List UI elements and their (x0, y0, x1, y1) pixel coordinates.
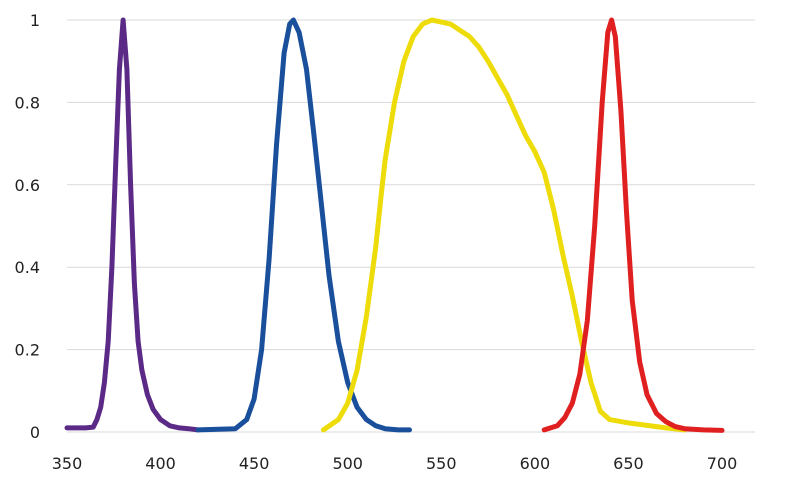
x-tick-label: 550 (426, 454, 457, 473)
y-tick-label: 0.2 (15, 341, 40, 360)
y-tick-label: 0 (30, 423, 40, 442)
y-axis-ticks: 0 0.2 0.4 0.6 0.8 1 (15, 11, 40, 442)
x-tick-label: 650 (613, 454, 644, 473)
series-line-2 (320, 17, 688, 433)
series-line-1 (195, 17, 412, 433)
x-axis-ticks: 350 400 450 500 550 600 650 700 (52, 454, 738, 473)
y-tick-label: 0.8 (15, 93, 40, 112)
gridlines (67, 19, 755, 433)
x-tick-label: 500 (332, 454, 363, 473)
x-tick-label: 450 (239, 454, 270, 473)
series-group (64, 17, 725, 433)
y-tick-label: 0.4 (15, 258, 40, 277)
x-tick-label: 600 (520, 454, 551, 473)
x-tick-label: 700 (707, 454, 738, 473)
x-tick-label: 400 (145, 454, 176, 473)
series-line-0 (64, 17, 201, 433)
x-tick-label: 350 (52, 454, 83, 473)
series-line-3 (541, 17, 725, 433)
y-tick-label: 1 (30, 11, 40, 30)
y-tick-label: 0.6 (15, 176, 40, 195)
